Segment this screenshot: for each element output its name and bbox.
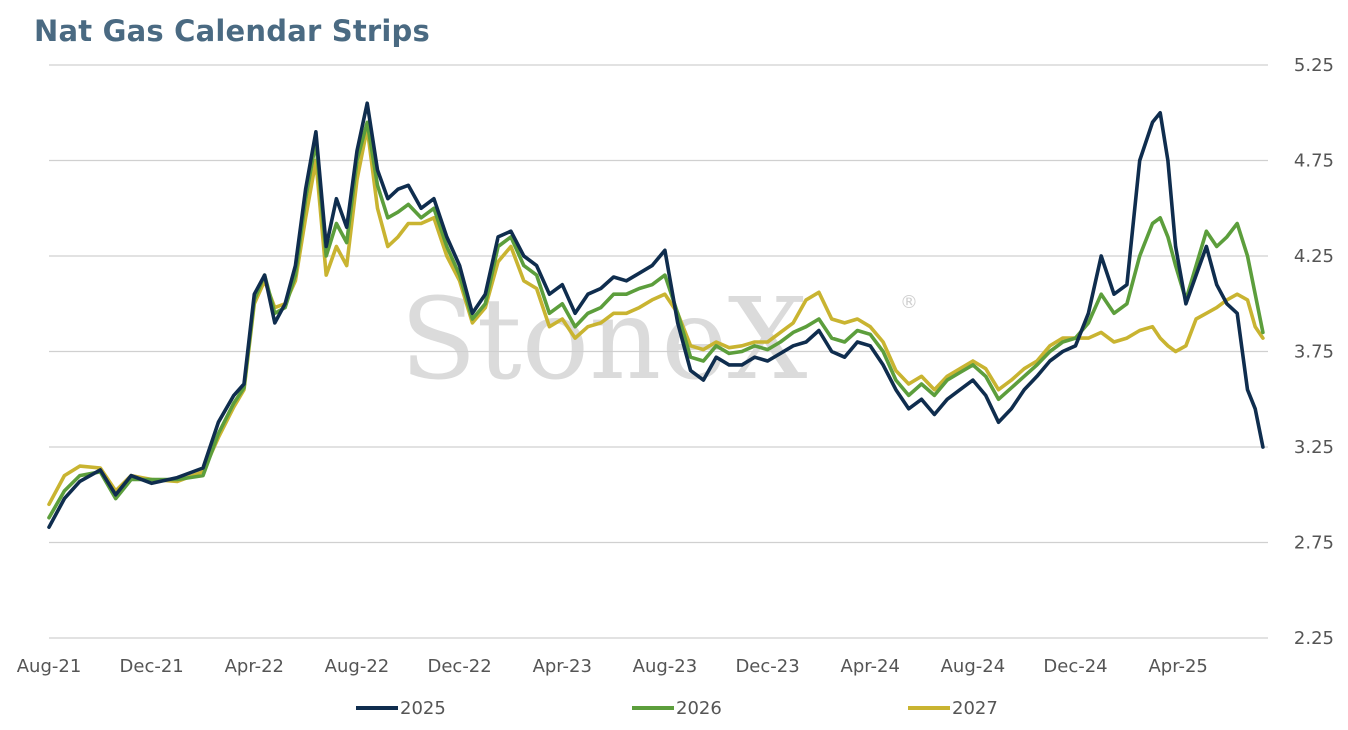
legend-label: 2026 bbox=[676, 698, 722, 719]
x-tick-label: Apr-22 bbox=[225, 656, 284, 677]
watermark-registered-mark: ® bbox=[900, 292, 918, 313]
legend: 2025 2026 2027 bbox=[356, 698, 998, 719]
watermark-text: StoneX bbox=[400, 275, 808, 405]
x-tick-label: Aug-21 bbox=[17, 656, 82, 677]
y-tick-label: 2.25 bbox=[1294, 628, 1334, 649]
x-tick-label: Dec-22 bbox=[427, 656, 491, 677]
x-tick-label: Apr-25 bbox=[1148, 656, 1207, 677]
x-axis-ticks: Aug-21 Dec-21 Apr-22 Aug-22 Dec-22 Apr-23 Aug-… bbox=[17, 656, 1208, 677]
x-tick-label: Apr-24 bbox=[841, 656, 900, 677]
x-tick-label: Aug-22 bbox=[325, 656, 390, 677]
chart-title: Nat Gas Calendar Strips bbox=[34, 14, 430, 48]
legend-label: 2025 bbox=[400, 698, 446, 719]
series-lines bbox=[47, 101, 1265, 529]
x-tick-label: Dec-24 bbox=[1043, 656, 1107, 677]
y-tick-label: 3.75 bbox=[1294, 342, 1334, 363]
y-tick-label: 4.75 bbox=[1294, 151, 1334, 172]
x-tick-label: Dec-23 bbox=[735, 656, 799, 677]
x-tick-label: Dec-21 bbox=[120, 656, 184, 677]
x-tick-label: Aug-23 bbox=[633, 656, 698, 677]
y-tick-label: 2.75 bbox=[1294, 533, 1334, 554]
x-tick-label: Aug-24 bbox=[941, 656, 1006, 677]
x-tick-label: Apr-23 bbox=[533, 656, 592, 677]
y-tick-label: 4.25 bbox=[1294, 246, 1334, 267]
series-line-2025 bbox=[47, 101, 1265, 529]
legend-label: 2027 bbox=[952, 698, 998, 719]
y-tick-label: 3.25 bbox=[1294, 437, 1334, 458]
y-tick-label: 5.25 bbox=[1294, 55, 1334, 76]
y-axis-ticks: 5.25 4.75 4.25 3.75 3.25 2.75 2.25 bbox=[1294, 55, 1334, 649]
